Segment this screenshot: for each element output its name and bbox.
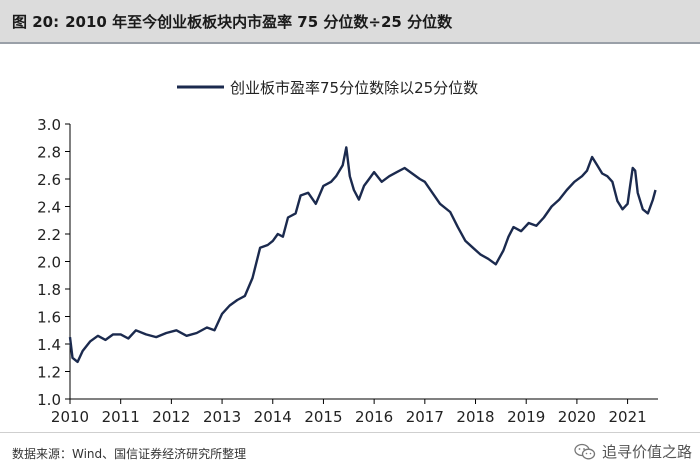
y-tick-label: 1.0 bbox=[37, 391, 61, 409]
y-tick-label: 1.2 bbox=[37, 364, 61, 382]
legend: 创业板市盈率75分位数除以25分位数 bbox=[177, 79, 478, 97]
y-tick-label: 2.4 bbox=[37, 199, 61, 217]
figure-title: 图 20: 2010 年至今创业板板块内市盈率 75 分位数÷25 分位数 bbox=[12, 11, 452, 32]
y-tick-label: 1.6 bbox=[37, 309, 61, 327]
x-tick-label: 2013 bbox=[203, 408, 241, 426]
y-tick-label: 2.0 bbox=[37, 254, 61, 272]
watermark: 追寻价值之路 bbox=[574, 441, 692, 462]
y-tick-label: 2.2 bbox=[37, 226, 61, 244]
x-tick-label: 2017 bbox=[406, 408, 444, 426]
x-tick-label: 2018 bbox=[456, 408, 494, 426]
figure-footer: 数据来源：Wind、国信证券经济研究所整理 追寻价值之路 bbox=[0, 432, 700, 473]
y-tick-label: 1.4 bbox=[37, 336, 61, 354]
figure-title-text: 2010 年至今创业板板块内市盈率 75 分位数÷25 分位数 bbox=[65, 13, 453, 31]
y-tick-label: 3.0 bbox=[37, 116, 61, 134]
y-axis: 1.0 1.2 1.4 1.6 1.8 2.0 2.2 2.4 2.6 2.8 3.0 bbox=[37, 116, 70, 409]
y-tick-label: 2.8 bbox=[37, 144, 61, 162]
series-line bbox=[68, 146, 657, 364]
watermark-text: 追寻价值之路 bbox=[601, 443, 692, 461]
x-tick-label: 2020 bbox=[558, 408, 596, 426]
axes bbox=[69, 124, 658, 400]
legend-label: 创业板市盈率75分位数除以25分位数 bbox=[230, 79, 478, 97]
x-tick-label: 2014 bbox=[254, 408, 292, 426]
x-axis: 2010 2011 2012 2013 2014 2015 2016 2017 2018 2019… bbox=[51, 399, 647, 426]
source-note: 数据来源：Wind、国信证券经济研究所整理 bbox=[12, 447, 247, 461]
x-tick-label: 2016 bbox=[355, 408, 393, 426]
x-tick-label: 2012 bbox=[152, 408, 190, 426]
x-tick-label: 2010 bbox=[51, 408, 89, 426]
figure-header: 图 20: 2010 年至今创业板板块内市盈率 75 分位数÷25 分位数 bbox=[0, 0, 700, 44]
wechat-icon bbox=[574, 443, 596, 459]
x-tick-label: 2019 bbox=[507, 408, 545, 426]
x-tick-label: 2021 bbox=[608, 408, 646, 426]
figure-label: 图 20: bbox=[12, 13, 60, 31]
y-tick-label: 2.6 bbox=[37, 171, 61, 189]
x-tick-label: 2011 bbox=[102, 408, 140, 426]
x-tick-label: 2015 bbox=[304, 408, 342, 426]
line-chart: 创业板市盈率75分位数除以25分位数 1.0 1.2 1.4 1.6 1.8 2.0 2.2… bbox=[37, 79, 658, 426]
y-tick-label: 1.8 bbox=[37, 281, 61, 299]
